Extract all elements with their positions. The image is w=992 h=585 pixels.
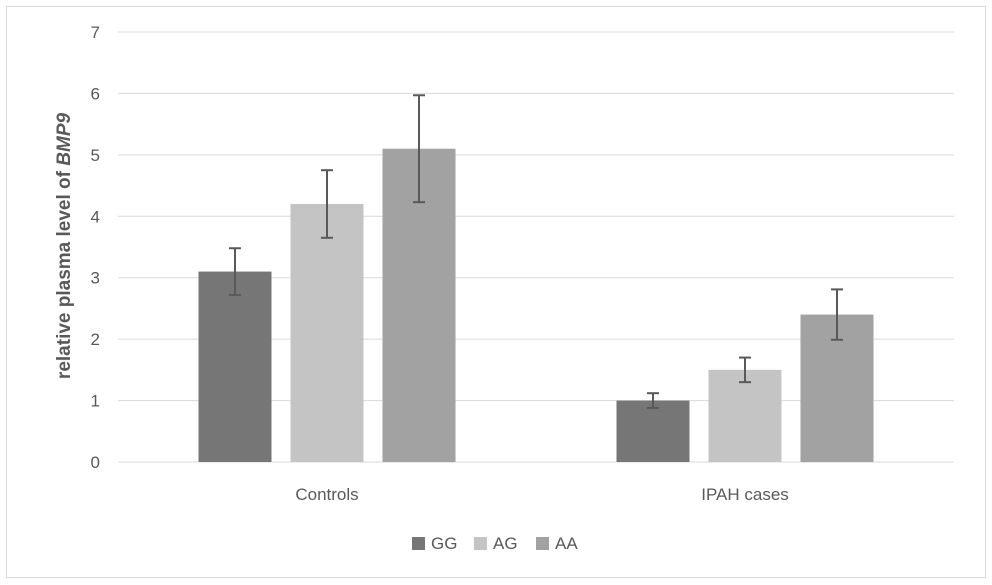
- y-tick-label: 4: [91, 207, 100, 226]
- y-tick-label: 2: [91, 330, 100, 349]
- error-bar: [321, 169, 333, 239]
- x-category-label: Controls: [295, 485, 358, 504]
- y-tick-label: 7: [91, 23, 100, 42]
- y-tick-label: 0: [91, 453, 100, 472]
- error-bars: [229, 94, 843, 409]
- error-bar: [739, 356, 751, 384]
- legend-item-gg: GG: [412, 534, 457, 553]
- y-tick-label: 1: [91, 392, 100, 411]
- legend-item-ag: AG: [474, 534, 518, 553]
- legend-swatch: [412, 537, 425, 550]
- legend-swatch: [536, 537, 549, 550]
- error-bar: [647, 392, 659, 409]
- legend-label: AA: [555, 534, 578, 553]
- bar-ag-ipah-cases: [708, 369, 782, 462]
- bars: [198, 148, 874, 462]
- y-axis-label: relative plasma level of BMP9: [54, 113, 75, 380]
- y-tick-label: 5: [91, 146, 100, 165]
- error-bar: [229, 247, 241, 296]
- legend-label: AG: [493, 534, 518, 553]
- y-tick-label: 3: [91, 269, 100, 288]
- error-bar: [831, 288, 843, 341]
- error-bar: [413, 94, 425, 204]
- y-axis-ticks: 0 1 2 3 4 5 6 7: [91, 23, 100, 472]
- legend: GG AG AA: [412, 534, 578, 553]
- bar-gg-controls: [198, 271, 272, 462]
- bar-gg-ipah-cases: [616, 400, 690, 462]
- legend-swatch: [474, 537, 487, 550]
- y-tick-label: 6: [91, 84, 100, 103]
- legend-item-aa: AA: [536, 534, 578, 553]
- bar-ag-controls: [290, 204, 364, 462]
- x-axis-categories: Controls IPAH cases: [295, 485, 788, 504]
- legend-label: GG: [431, 534, 457, 553]
- chart-frame: [6, 6, 986, 578]
- x-category-label: IPAH cases: [701, 485, 789, 504]
